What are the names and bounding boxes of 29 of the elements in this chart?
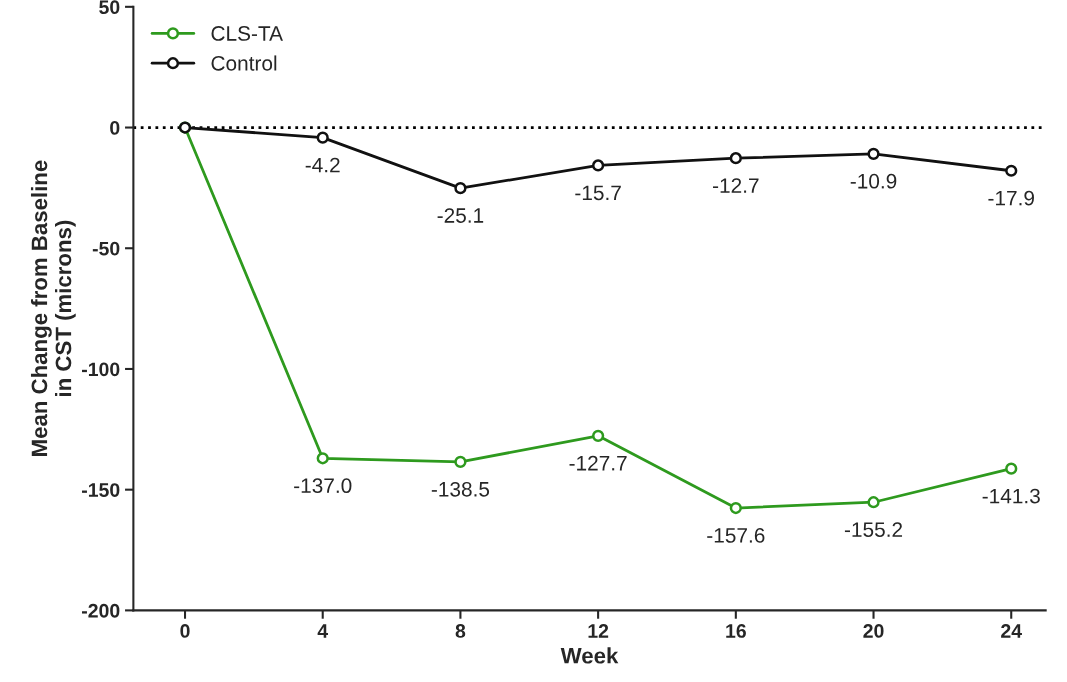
y-tick-label: -150 [82,483,120,497]
y-tick-label: -50 [92,241,120,256]
data-label: -10.9 [850,173,897,189]
data-label: -17.9 [988,190,1034,206]
y-tick-label: -100 [82,362,120,377]
legend-label: CLS-TA [211,26,283,41]
y-axis-title: Mean Change from Baseline in CST (microns) [30,160,76,456]
x-tick-label: 24 [1001,624,1022,638]
data-label: -12.7 [713,178,759,193]
data-label: -137.0 [294,478,352,494]
data-label: -138.5 [431,481,490,497]
y-tick-label: 0 [110,121,120,135]
data-label: -155.2 [844,522,903,537]
x-tick-label: 20 [863,624,884,638]
x-axis-title: Week [560,647,619,664]
x-tick-label: 16 [726,624,746,638]
x-tick-label: 4 [317,624,329,638]
x-tick-label: 8 [455,624,466,638]
data-label: -127.7 [569,455,627,471]
y-tick-label: -200 [82,603,120,618]
data-label: -157.6 [707,528,765,543]
data-label: -25.1 [437,208,484,223]
y-tick-label: 50 [99,0,120,15]
legend-label: Control [211,55,277,71]
x-tick-label: 0 [180,624,190,638]
data-label: -4.2 [305,157,340,173]
x-tick-label: 12 [588,624,609,638]
data-label: -141.3 [982,488,1040,504]
data-label: -15.7 [575,185,621,201]
